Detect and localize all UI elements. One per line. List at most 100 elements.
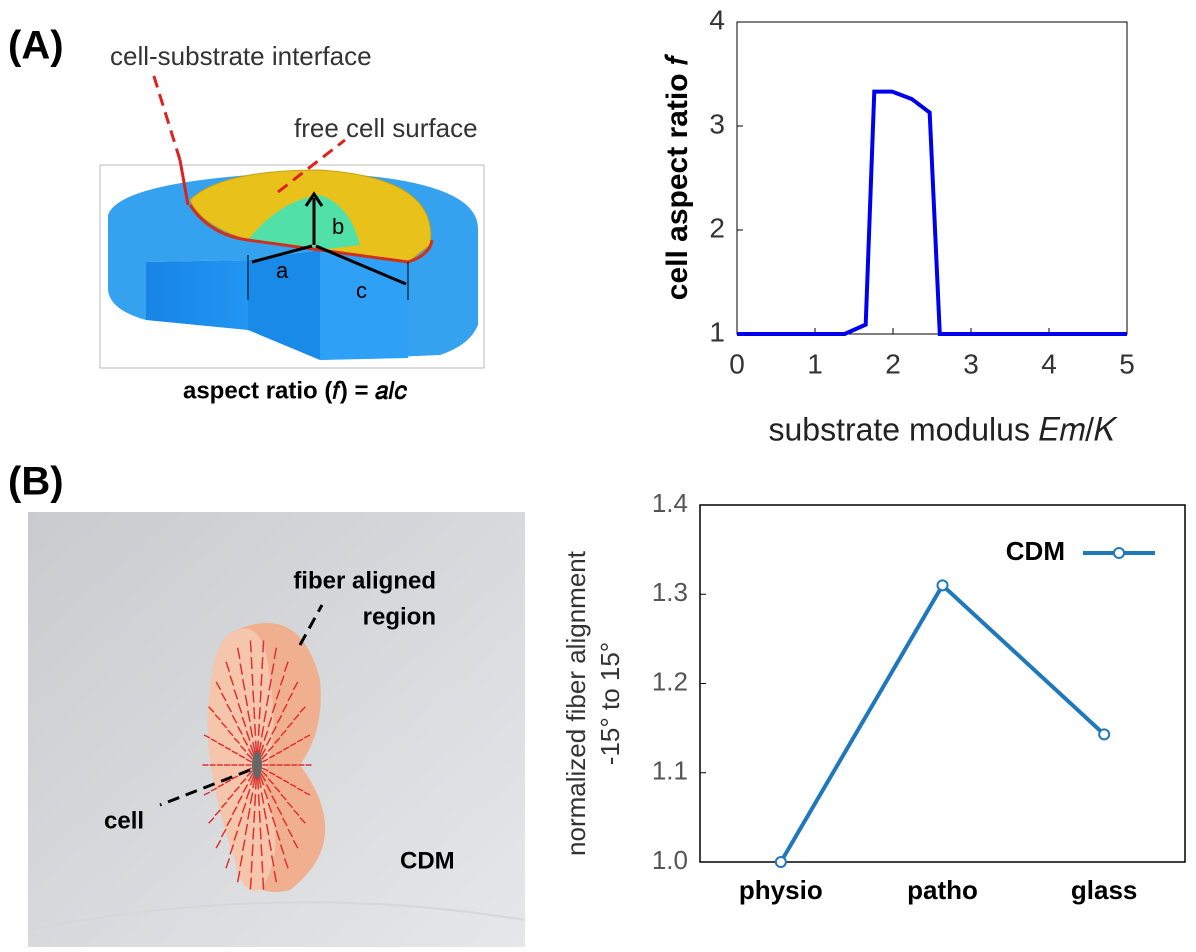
fiber: [283, 661, 289, 672]
fiber: [227, 793, 234, 801]
pointer: [159, 768, 251, 807]
fiber: [260, 673, 263, 686]
fiber: [259, 690, 262, 703]
fiber: [292, 681, 299, 691]
fiber: [252, 741, 256, 754]
marker: [1098, 728, 1111, 741]
fiber: [249, 744, 255, 755]
plot-frame: [736, 21, 1128, 335]
y-tick-label: 1.1: [652, 756, 688, 786]
fiber: [261, 770, 268, 777]
cell-section: [248, 195, 360, 250]
fiber: [273, 737, 281, 745]
fiber: [231, 750, 239, 755]
fiber: [259, 744, 265, 755]
fiber: [257, 723, 260, 736]
fiber: [214, 714, 221, 721]
fiber: [287, 692, 294, 702]
y-axis-label: -15° to 15°: [595, 642, 625, 765]
fiber: [260, 748, 267, 758]
fiber: [251, 844, 254, 857]
fiber: [245, 788, 251, 800]
fiber: [249, 792, 254, 804]
fiber: [229, 844, 235, 855]
fiber: [237, 703, 243, 714]
x-tick-label: 4: [1041, 348, 1057, 379]
arrow-c: [315, 244, 407, 286]
fiber: [227, 729, 234, 737]
y-tick-label: 1.4: [652, 488, 688, 518]
fiber: [265, 784, 272, 793]
fiber: [247, 808, 251, 820]
fiber: [226, 703, 233, 713]
fiber: [256, 740, 260, 753]
fiber: [237, 726, 243, 735]
fiber: [267, 778, 275, 785]
fiber: [247, 772, 254, 782]
arrow-head: [304, 191, 324, 207]
fiber: [231, 806, 238, 816]
fiber: [233, 689, 239, 700]
fiber: [265, 737, 272, 746]
fiber: [226, 817, 233, 827]
fiber: [296, 787, 304, 792]
fiber: [293, 714, 300, 721]
fiber: [242, 737, 249, 746]
fiber: [233, 785, 241, 793]
pointer: [178, 159, 190, 206]
fiber: [261, 758, 269, 763]
fiber: [263, 710, 267, 722]
fiber: [267, 745, 275, 752]
y-tick-label: 1: [709, 316, 725, 347]
y-axis-label: cell aspect ratio 𝑓: [661, 53, 694, 300]
fiber: [225, 858, 231, 869]
fiber: [289, 783, 297, 788]
fiber: [263, 730, 269, 742]
fiber: [220, 828, 227, 838]
fiber: [208, 817, 215, 824]
x-tick-label: patho: [907, 875, 978, 905]
fiber: [280, 729, 287, 737]
fiber: [241, 716, 247, 728]
fiber: [261, 657, 264, 670]
fiber: [258, 776, 262, 789]
fiber: [261, 767, 269, 772]
x-tick-label: 2: [885, 348, 901, 379]
fiber: [253, 810, 256, 823]
fiber: [245, 758, 253, 763]
pointer: [277, 138, 346, 194]
aligned-face: [207, 628, 276, 891]
fiber: [258, 707, 261, 720]
fiber: [247, 748, 254, 758]
fiber: [299, 817, 306, 824]
fiber: [246, 770, 253, 777]
fiber: [210, 787, 218, 792]
label: cell-substrate interface: [110, 41, 372, 71]
fiber: [270, 855, 275, 867]
line: [779, 582, 1106, 864]
fiber: [239, 745, 247, 752]
fiber: [289, 742, 297, 747]
fiber: [268, 839, 272, 851]
fiber: [237, 795, 243, 804]
fiber: [276, 714, 283, 724]
fiber: [259, 827, 262, 840]
fiber: [287, 828, 294, 838]
fiber: [249, 775, 255, 786]
fiber: [253, 707, 256, 720]
fiber: [220, 692, 227, 702]
fiber: [245, 730, 251, 742]
fiber: [249, 726, 254, 738]
fiber: [271, 703, 277, 714]
fiber: [276, 806, 283, 816]
fiber: [210, 738, 218, 743]
plot-frame: [699, 504, 1186, 863]
illustration-b: fiber aligned region cell CDM: [27, 512, 526, 947]
cut-face: [248, 250, 320, 360]
y-tick-label: 1.3: [652, 577, 688, 607]
fiber: [262, 640, 265, 653]
fiber: [270, 663, 275, 675]
fiber: [267, 802, 273, 814]
illustration-a: cell-substrate interface free cell surfa…: [99, 41, 485, 404]
